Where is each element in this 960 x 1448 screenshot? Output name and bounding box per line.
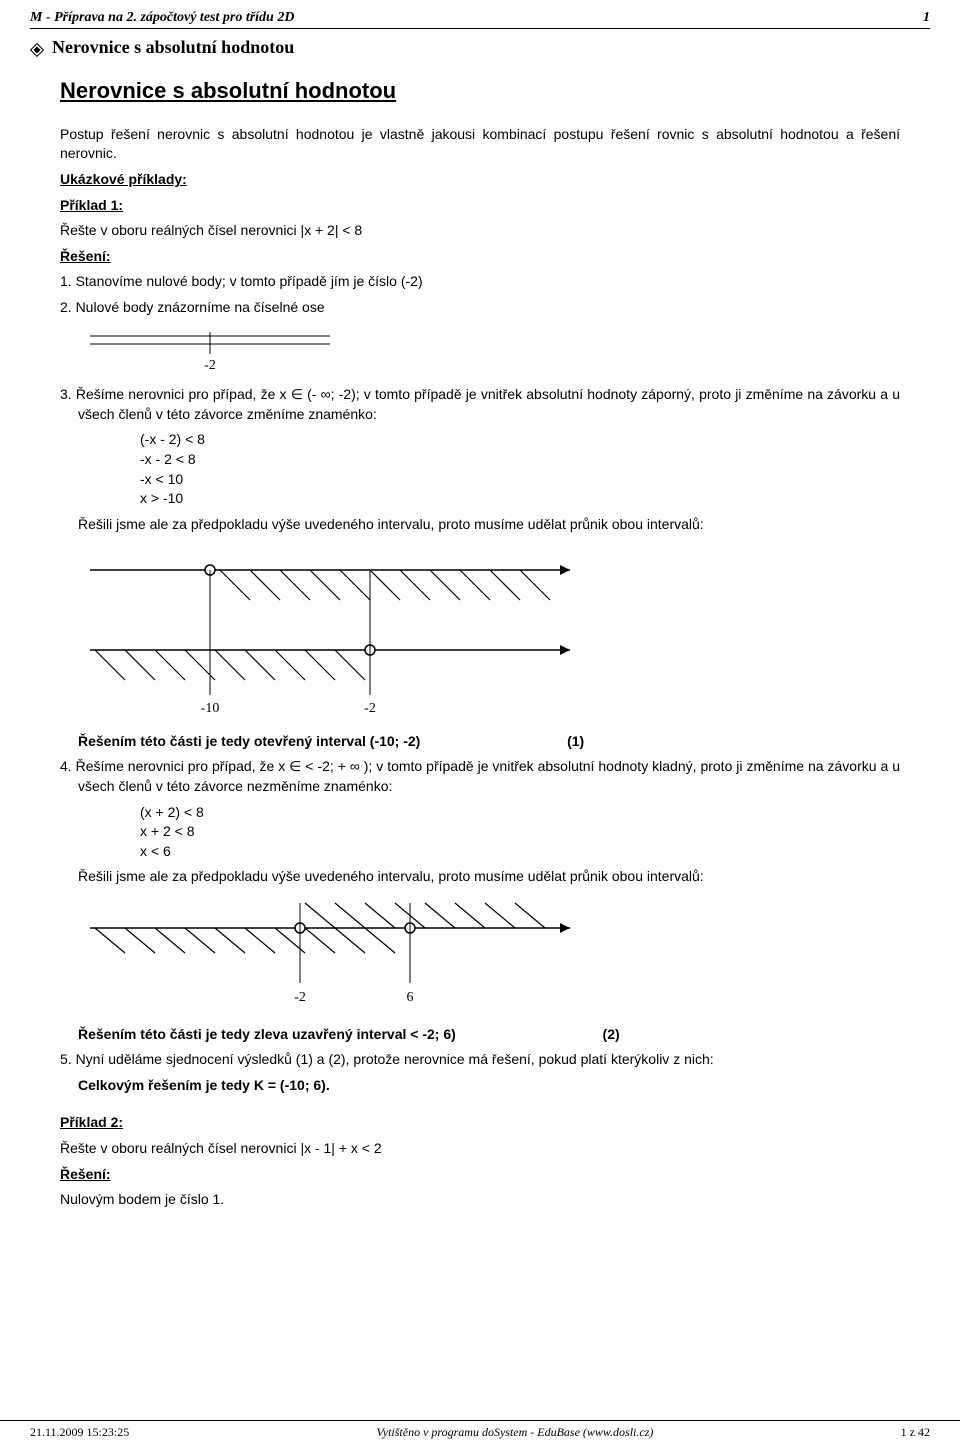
solution-heading-2: Řešení: [60, 1165, 900, 1185]
example1-label: Příklad 1: [60, 196, 900, 216]
step3-equations: (-x - 2) < 8 -x - 2 < 8 -x < 10 x > -10 [60, 430, 900, 508]
main-title: Nerovnice s absolutní hodnotou [60, 76, 900, 107]
examples-heading: Ukázkové příklady: [60, 170, 900, 190]
step4-result-text: Řešením této části je tedy zleva uzavřen… [78, 1026, 456, 1042]
final-result: Celkovým řešením je tedy K = (-10; 6). [60, 1076, 900, 1096]
svg-text:-10: -10 [201, 701, 220, 716]
eq: -x - 2 < 8 [140, 450, 900, 470]
section-heading-text: Nerovnice s absolutní hodnotou [52, 37, 294, 58]
content-body: Nerovnice s absolutní hodnotou Postup ře… [30, 76, 930, 1210]
svg-text:-2: -2 [204, 358, 216, 373]
figure-intersection-2: -2 6 [80, 893, 900, 1019]
step4-conclusion: Řešili jsme ale za předpokladu výše uved… [60, 867, 900, 887]
eq: -x < 10 [140, 470, 900, 490]
step3-result-num: (1) [424, 732, 584, 752]
step3-text: 3. Řešíme nerovnici pro případ, že x ∈ (… [60, 385, 900, 424]
step3-result-text: Řešením této části je tedy otevřený inte… [78, 733, 420, 749]
svg-text:-2: -2 [364, 701, 376, 716]
step4-text: 4. Řešíme nerovnici pro případ, že x ∈ <… [60, 757, 900, 796]
example2-line: Nulovým bodem je číslo 1. [60, 1190, 900, 1210]
step5: 5. Nyní uděláme sjednocení výsledků (1) … [60, 1050, 900, 1070]
intro-paragraph: Postup řešení nerovnic s absolutní hodno… [60, 125, 900, 164]
step3-conclusion: Řešili jsme ale za předpokladu výše uved… [60, 515, 900, 535]
eq: x + 2 < 8 [140, 822, 900, 842]
eq: (x + 2) < 8 [140, 803, 900, 823]
figure-numberline-1: -2 [80, 324, 900, 380]
footer-mid: Vytištěno v programu doSystem - EduBase … [377, 1425, 654, 1440]
example1-task: Řešte v oboru reálných čísel nerovnici |… [60, 221, 900, 241]
diamond-icon [30, 41, 44, 55]
example2-label: Příklad 2: [60, 1113, 900, 1133]
page-header: M - Příprava na 2. zápočtový test pro tř… [30, 10, 930, 29]
step3-result: Řešením této části je tedy otevřený inte… [60, 732, 900, 752]
header-right: 1 [923, 10, 930, 26]
example2-task: Řešte v oboru reálných čísel nerovnici |… [60, 1139, 900, 1159]
footer-page: 1 z 42 [901, 1425, 930, 1440]
section-heading: Nerovnice s absolutní hodnotou [30, 37, 930, 58]
eq: x < 6 [140, 842, 900, 862]
svg-text:6: 6 [407, 990, 414, 1005]
step4-result-num: (2) [460, 1025, 620, 1045]
eq: x > -10 [140, 489, 900, 509]
step4-result: Řešením této části je tedy zleva uzavřen… [60, 1025, 900, 1045]
solution-heading-1: Řešení: [60, 247, 900, 267]
footer-date: 21.11.2009 15:23:25 [30, 1425, 129, 1440]
step1: 1. Stanovíme nulové body; v tomto případ… [60, 272, 900, 292]
step2: 2. Nulové body znázorníme na číselné ose [60, 298, 900, 318]
svg-text:-2: -2 [294, 990, 306, 1005]
header-left: M - Příprava na 2. zápočtový test pro tř… [30, 10, 294, 26]
page-footer: 21.11.2009 15:23:25 Vytištěno v programu… [0, 1421, 960, 1448]
eq: (-x - 2) < 8 [140, 430, 900, 450]
step4-equations: (x + 2) < 8 x + 2 < 8 x < 6 [60, 803, 900, 862]
figure-intersection-1: -10 -2 [80, 540, 900, 726]
